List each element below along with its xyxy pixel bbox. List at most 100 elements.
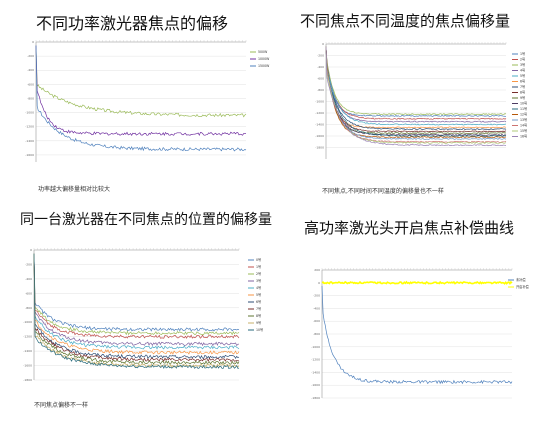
y-tick-label: -1800 <box>23 378 32 382</box>
legend-label: 开启补偿 <box>516 284 530 289</box>
y-tick-label: -200 <box>317 54 324 58</box>
legend-label: 5号 <box>256 292 261 297</box>
y-tick-label: -400 <box>25 277 32 281</box>
legend-label: 8号 <box>520 90 525 95</box>
legend-label: 9号 <box>520 95 525 100</box>
series-line <box>35 45 247 137</box>
legend-label: 1号 <box>520 51 525 56</box>
series-line <box>33 253 240 368</box>
legend-label: 7号 <box>256 306 261 311</box>
y-tick-label: 0 <box>32 40 34 44</box>
legend-label: 14号 <box>520 123 527 128</box>
y-tick-label: -800 <box>313 332 320 336</box>
series-line <box>325 46 506 147</box>
line-chart: 200 0 -200 -400 -600 -800 -1000 -1200 -1400 -1600… <box>311 268 530 400</box>
series-line <box>325 46 507 117</box>
legend-label: 3号 <box>256 278 261 283</box>
caption: 功率越大偏移量相对比较大 <box>38 186 111 193</box>
series-line <box>325 46 507 136</box>
y-tick-label: -1800 <box>311 396 320 400</box>
line-chart: 0 -200 -400 -600 -800 -1000 -1200 -1400 -1600 -18… <box>315 42 527 159</box>
y-tick-label: 0 <box>30 248 32 252</box>
legend-label: 10号 <box>256 327 263 332</box>
series-line <box>33 253 240 350</box>
y-tick-label: -1200 <box>23 335 32 339</box>
legend-label: 13号 <box>520 117 527 122</box>
y-tick-label: -600 <box>313 319 320 323</box>
y-tick-label: 200 <box>314 268 320 272</box>
legend-label: 6号 <box>520 79 525 84</box>
panel-title: 不同功率激光器焦点的偏移 <box>36 14 229 33</box>
y-tick-label: -1000 <box>315 100 324 104</box>
series-line <box>325 46 507 129</box>
y-tick-label: -200 <box>25 262 32 266</box>
series-line <box>325 46 507 139</box>
y-tick-label: -800 <box>25 306 32 310</box>
y-tick-label: -1600 <box>315 134 324 138</box>
legend-label: 2号 <box>520 57 525 62</box>
y-tick-label: -1800 <box>315 146 324 150</box>
series-line <box>325 46 507 140</box>
legend-label: 1号 <box>256 264 261 269</box>
series-line <box>33 253 240 336</box>
caption: 不同焦点,不同时间不同温度的偏移量也不一样 <box>322 188 444 195</box>
y-tick-label: -1400 <box>311 370 320 374</box>
legend-label: 15号 <box>520 128 527 133</box>
caption: 不同焦点偏移不一样 <box>34 402 89 409</box>
series-line <box>325 46 506 126</box>
y-tick-label: -1000 <box>23 320 32 324</box>
legend-label: 0号 <box>256 257 261 262</box>
series-line <box>35 45 247 118</box>
series-line <box>33 253 240 360</box>
series-line <box>33 253 240 332</box>
series-line <box>33 253 240 365</box>
series-line <box>325 46 507 116</box>
y-tick-label: -200 <box>313 294 320 298</box>
panel-title: 不同焦点不同温度的焦点偏移量 <box>300 12 511 30</box>
series-line <box>321 280 513 286</box>
legend-label: 12号 <box>520 112 527 117</box>
panel-title: 同一台激光器在不同焦点的位置的偏移量 <box>20 212 272 228</box>
y-tick-label: 0 <box>318 281 320 285</box>
legend-label: 5号 <box>520 73 525 78</box>
series-line <box>325 46 507 123</box>
y-tick-label: -600 <box>317 77 324 81</box>
series-line <box>33 253 240 347</box>
y-tick-label: -400 <box>27 68 34 72</box>
legend-label: 1000W <box>258 57 270 61</box>
series-line <box>325 46 507 138</box>
series-line <box>325 46 507 120</box>
series-line <box>33 253 240 355</box>
legend-label: 11号 <box>520 106 527 111</box>
line-chart: 0 -200 -400 -600 -800 -1000 -1200 -1400 -1600 -18… <box>23 248 263 382</box>
series-line <box>325 46 507 133</box>
y-tick-label: -1400 <box>23 349 32 353</box>
series-line <box>33 253 240 363</box>
legend-label: 3号 <box>520 62 525 67</box>
y-tick-label: -1000 <box>311 345 320 349</box>
legend-label: 9号 <box>256 320 261 325</box>
y-tick-label: -1400 <box>25 139 34 143</box>
y-tick-label: -600 <box>25 291 32 295</box>
legend-label: 500W <box>258 50 268 54</box>
legend-label: 6号 <box>256 299 261 304</box>
y-tick-label: -200 <box>27 54 34 58</box>
series-line <box>325 46 507 131</box>
y-tick-label: -1600 <box>23 364 32 368</box>
y-tick-label: -1400 <box>315 123 324 127</box>
y-tick-label: -1200 <box>25 125 34 129</box>
legend-label: 2号 <box>256 271 261 276</box>
y-tick-label: -800 <box>27 96 34 100</box>
legend-label: 4号 <box>520 68 525 73</box>
y-tick-label: -600 <box>27 82 34 86</box>
legend-label: 1500W <box>258 64 270 68</box>
legend-label: 16号 <box>520 134 527 139</box>
y-tick-label: -400 <box>313 306 320 310</box>
y-tick-label: 0 <box>322 42 324 46</box>
series-line <box>33 253 240 339</box>
legend-label: 10号 <box>520 101 527 106</box>
legend-label: 4号 <box>256 285 261 290</box>
series-line <box>325 46 507 135</box>
y-tick-label: -1200 <box>311 358 320 362</box>
series-line <box>325 46 507 144</box>
